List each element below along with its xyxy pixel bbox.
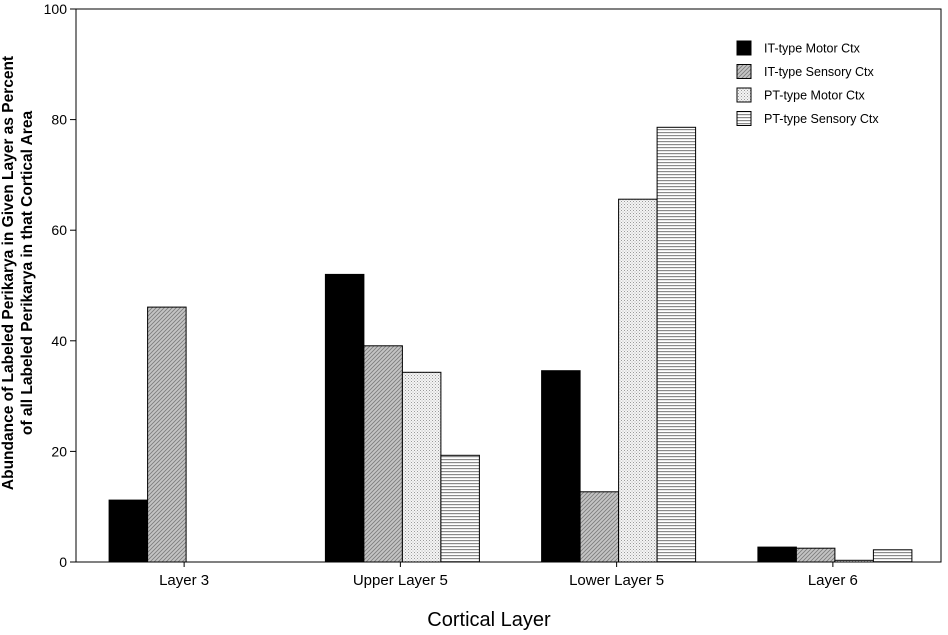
bar-pt-type-sensory-ctx-lower-layer-5: [656, 126, 697, 563]
bar-pt-type-motor-ctx-lower-layer-5: [618, 198, 658, 563]
bar-it-type-motor-ctx-lower-layer-5: [541, 370, 581, 563]
bar-pt-type-sensory-ctx-upper-layer-5: [440, 454, 480, 563]
legend-swatch: [736, 111, 752, 126]
legend-label: PT-type Motor Ctx: [764, 89, 865, 103]
bar-pt-type-sensory-ctx-layer-6: [872, 549, 913, 563]
y-axis: 0 20 40 60 80 100: [44, 1, 76, 570]
x-tick-label: Lower Layer 5: [569, 572, 664, 589]
y-tick-label: 40: [51, 333, 67, 349]
bar-it-type-sensory-ctx-layer-6: [795, 547, 836, 563]
bar-it-type-sensory-ctx-upper-layer-5: [363, 345, 403, 563]
y-tick-label: 80: [51, 112, 67, 128]
x-tick-label: Upper Layer 5: [353, 572, 448, 589]
legend-swatch: [736, 87, 752, 103]
legend-label: PT-type Sensory Ctx: [764, 112, 879, 126]
x-axis-label: Cortical Layer: [427, 609, 551, 631]
y-tick-label: 0: [59, 554, 67, 570]
bar-pt-type-motor-ctx-layer-6: [834, 559, 874, 563]
y-tick-label: 60: [51, 222, 67, 238]
x-tick-label: Layer 6: [808, 572, 858, 589]
bar-pt-type-motor-ctx-upper-layer-5: [401, 371, 442, 563]
plot-frame: [75, 8, 942, 563]
bar-it-type-sensory-ctx-lower-layer-5: [579, 491, 620, 563]
y-axis-label: Abundance of Labeled Perikarya in Given …: [0, 56, 36, 490]
y-axis-label-line-2: of all Labeled Perikarya in that Cortica…: [19, 111, 36, 436]
legend-label: IT-type Motor Ctx: [764, 42, 861, 56]
legend-swatch: [736, 64, 752, 79]
y-tick-label: 20: [51, 443, 67, 459]
bar-it-type-motor-ctx-layer-6: [757, 546, 797, 563]
legend-swatch: [736, 40, 752, 56]
legend-label: IT-type Sensory Ctx: [764, 65, 875, 79]
y-axis-label-line-1: Abundance of Labeled Perikarya in Given …: [0, 56, 17, 490]
bars-group: [108, 126, 913, 563]
bar-it-type-motor-ctx-layer-3: [108, 499, 149, 563]
bar-it-type-sensory-ctx-layer-3: [147, 306, 187, 563]
x-tick-label: Layer 3: [159, 572, 209, 589]
x-axis: Layer 3 Upper Layer 5 Lower Layer 5 Layer 6: [159, 562, 858, 589]
y-tick-label: 100: [44, 1, 68, 17]
legend: IT-type Motor Ctx IT-type Sensory Ctx PT-t…: [736, 40, 879, 126]
bar-it-type-motor-ctx-upper-layer-5: [324, 273, 365, 563]
